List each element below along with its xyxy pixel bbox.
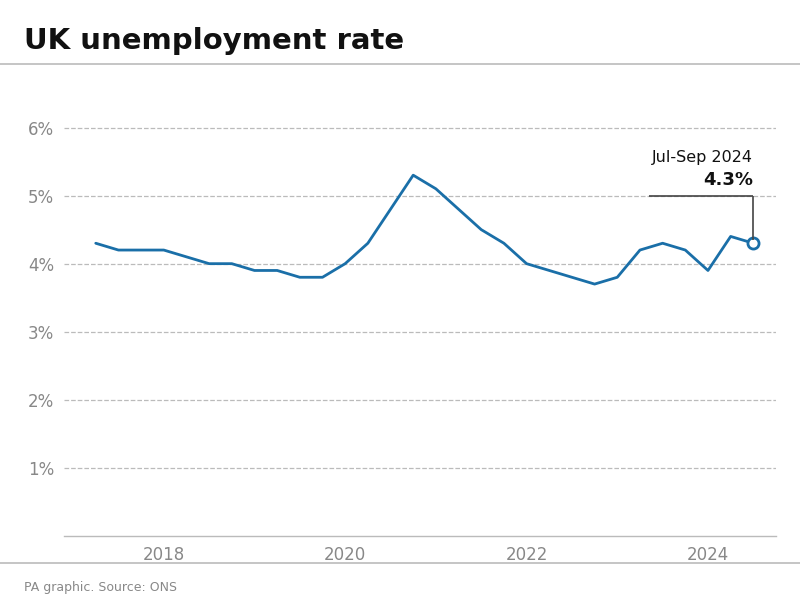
Text: 4.3%: 4.3% (703, 171, 754, 189)
Text: Jul-Sep 2024: Jul-Sep 2024 (652, 150, 754, 165)
Text: UK unemployment rate: UK unemployment rate (24, 27, 404, 55)
Text: PA graphic. Source: ONS: PA graphic. Source: ONS (24, 581, 177, 594)
